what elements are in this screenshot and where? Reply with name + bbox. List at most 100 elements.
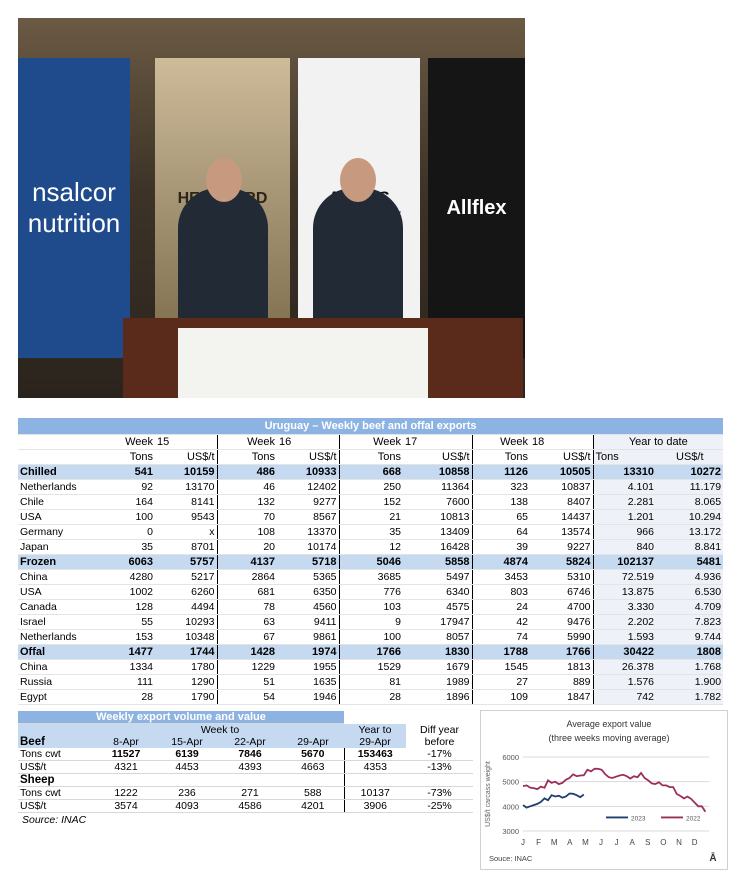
- value-cell: 55: [97, 614, 155, 630]
- x-tick-label: O: [660, 838, 666, 847]
- value-cell: 7846: [218, 748, 282, 761]
- allflex-banner: Allflex: [428, 58, 525, 358]
- value-cell: 1545: [471, 659, 530, 675]
- row-label: USA: [18, 509, 97, 525]
- value-cell: 11527: [96, 748, 156, 761]
- row-label: Israel: [18, 614, 97, 630]
- cell: [343, 773, 406, 787]
- value-cell: 39: [471, 539, 530, 555]
- x-tick-label: M: [551, 838, 558, 847]
- value-cell: 4321: [96, 760, 156, 774]
- value-cell: 6139: [156, 748, 218, 761]
- value-cell: 6340: [403, 584, 472, 600]
- cell: [344, 711, 473, 724]
- x-tick-label: D: [692, 838, 698, 847]
- table-row: US$/t 3574 4093 4586 4201 3906 -25%: [18, 799, 473, 813]
- value-cell: 1126: [471, 464, 530, 480]
- value-cell: 271: [218, 786, 282, 800]
- table-row: Tons cwt 1222 236 271 588 10137 -73%: [18, 786, 473, 800]
- value-cell: 27: [471, 674, 530, 690]
- value-cell: 4874: [471, 554, 530, 570]
- value-cell: 6746: [530, 584, 593, 600]
- value-cell: 889: [530, 674, 593, 690]
- value-cell: 111: [97, 674, 155, 690]
- value-cell: 26.378: [592, 659, 656, 675]
- tons-header: Tons: [97, 449, 155, 465]
- value-cell: 138: [471, 494, 530, 510]
- x-tick-label: M: [582, 838, 589, 847]
- speaker-right-head: [340, 158, 376, 202]
- ytd-tons-header: Tons: [592, 449, 656, 465]
- row-label: Tons cwt: [18, 786, 96, 800]
- value-cell: 128: [97, 599, 155, 615]
- value-cell: 6063: [97, 554, 155, 570]
- legend-label-2023: 2023: [631, 815, 646, 822]
- y-tick-label: 6000: [502, 753, 519, 762]
- value-cell: 5217: [155, 569, 217, 585]
- value-cell: 13310: [592, 464, 656, 480]
- value-cell: 46: [216, 479, 277, 495]
- value-cell: 9.744: [656, 629, 724, 645]
- x-tick-label: S: [645, 838, 650, 847]
- value-cell: 5718: [277, 554, 339, 570]
- x-tick-label: J: [521, 838, 525, 847]
- value-cell: -17%: [406, 748, 473, 761]
- value-cell: 1955: [277, 659, 339, 675]
- table-row: China 4280 5217 2864 5365 3685 5497 3453 5310 72.…: [18, 569, 724, 585]
- table-row: Japan 35 8701 20 10174 12 16428 39 9227 840 8.841: [18, 539, 724, 555]
- usd-header: US$/t: [155, 449, 217, 465]
- value-cell: 74: [471, 629, 530, 645]
- table2-source: Source: INAC: [22, 814, 87, 826]
- value-cell: 7.823: [656, 614, 724, 630]
- date-header: 29-Apr: [344, 736, 406, 748]
- row-label: US$/t: [18, 760, 96, 774]
- week-label: Week: [338, 434, 403, 450]
- value-cell: 1477: [97, 644, 155, 660]
- value-cell: 6260: [155, 584, 217, 600]
- value-cell: 3.330: [592, 599, 656, 615]
- value-cell: 10159: [155, 464, 217, 480]
- week-label: Week: [216, 434, 277, 450]
- cell: [18, 434, 97, 450]
- value-cell: 109: [471, 689, 530, 705]
- week-number: 18: [530, 434, 593, 450]
- value-cell: 250: [338, 479, 403, 495]
- value-cell: 1334: [97, 659, 155, 675]
- value-cell: 1.900: [656, 674, 724, 690]
- value-cell: 803: [471, 584, 530, 600]
- value-cell: 152: [338, 494, 403, 510]
- row-label: Netherlands: [18, 629, 97, 645]
- value-cell: 1.782: [656, 689, 724, 705]
- value-cell: 9411: [277, 614, 339, 630]
- value-cell: 7600: [403, 494, 472, 510]
- value-cell: 28: [338, 689, 403, 705]
- value-cell: 21: [338, 509, 403, 525]
- table-row: Chile 164 8141 132 9277 152 7600 138 8407 2.281 8.…: [18, 494, 724, 510]
- value-cell: 9: [338, 614, 403, 630]
- value-cell: 4663: [282, 760, 344, 774]
- table-row: Russia 111 1290 51 1635 81 1989 27 889 1.576 1.900: [18, 674, 724, 690]
- row-label: Chilled: [18, 464, 97, 480]
- value-cell: 72.519: [592, 569, 656, 585]
- value-cell: 30422: [592, 644, 656, 660]
- week-number: 17: [403, 434, 472, 450]
- chart-svg: Average export value (three weeks moving …: [485, 719, 717, 864]
- value-cell: 4137: [216, 554, 277, 570]
- y-tick-label: 3000: [502, 827, 519, 836]
- row-label: Russia: [18, 674, 97, 690]
- value-cell: 8141: [155, 494, 217, 510]
- group-row: Sheep: [18, 773, 473, 787]
- table-row: Netherlands 92 13170 46 12402 250 11364 323 1083…: [18, 479, 724, 495]
- ytd-label: Year to date: [592, 434, 724, 450]
- value-cell: 5670: [282, 748, 344, 761]
- value-cell: 4280: [97, 569, 155, 585]
- diff-label-2: before: [406, 736, 473, 748]
- chart-subtitle: (three weeks moving average): [548, 733, 669, 743]
- value-cell: 3685: [338, 569, 403, 585]
- value-cell: 108: [216, 524, 277, 540]
- value-cell: x: [155, 524, 217, 540]
- value-cell: 3574: [96, 799, 156, 813]
- value-cell: 236: [156, 786, 218, 800]
- value-cell: 9476: [530, 614, 593, 630]
- row-label: US$/t: [18, 799, 96, 813]
